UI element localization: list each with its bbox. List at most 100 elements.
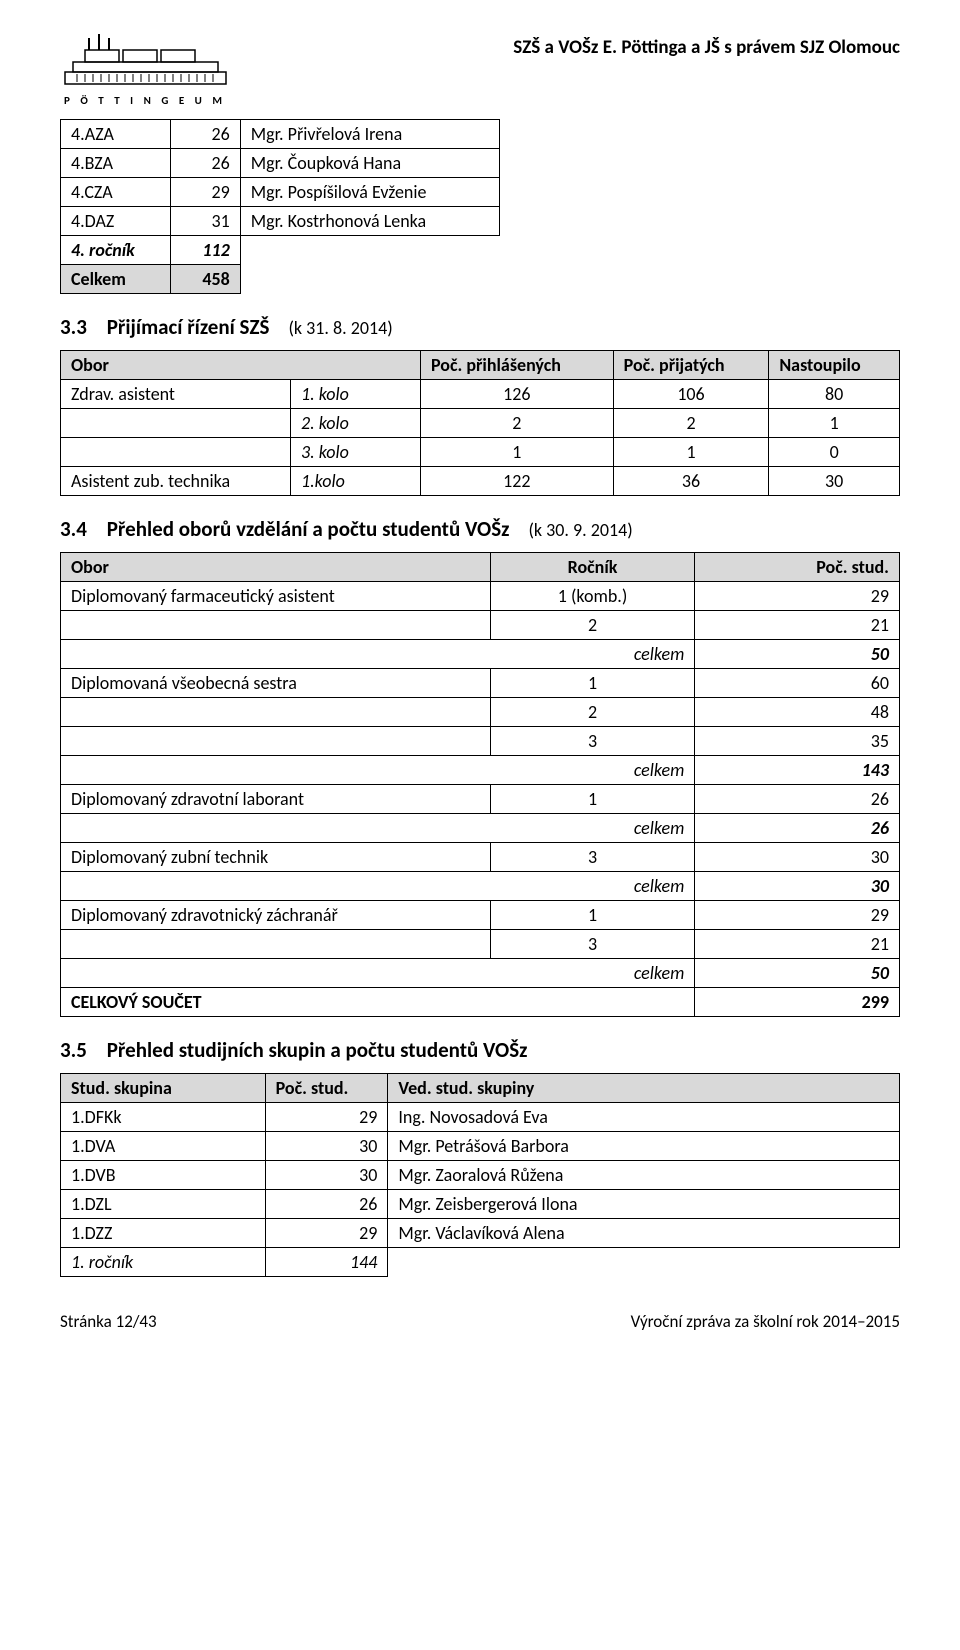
- table-row: Asistent zub. technika 1.kolo 122 36 30: [61, 467, 900, 496]
- admit-applied: 126: [421, 380, 614, 409]
- branch-year: 1 (komb.): [490, 582, 695, 611]
- table-row: 1.DFKk 29 Ing. Novosadová Eva: [61, 1103, 900, 1132]
- admit-applied: 1: [421, 438, 614, 467]
- class-code: 4.DAZ: [61, 207, 171, 236]
- group-code: 1.DVB: [61, 1161, 266, 1190]
- admit-branch: Asistent zub. technika: [61, 467, 291, 496]
- class-teacher: Mgr. Přivřelová Irena: [240, 120, 499, 149]
- admissions-header: Obor Poč. přihlášených Poč. přijatých Na…: [61, 351, 900, 380]
- branch-students: 26: [695, 785, 900, 814]
- class-teacher: Mgr. Čoupková Hana: [240, 149, 499, 178]
- table-row: 2. kolo 2 2 1: [61, 409, 900, 438]
- group-count: 30: [265, 1132, 388, 1161]
- branch-students: 30: [695, 843, 900, 872]
- subtotal-n: 112: [170, 236, 240, 265]
- institution-name: SZŠ a VOŠz E. Pöttinga a JŠ s právem SJZ…: [513, 30, 900, 59]
- class-teacher: Mgr. Pospíšilová Evženie: [240, 178, 499, 207]
- admit-enrolled: 80: [769, 380, 900, 409]
- group-code: 1.DFKk: [61, 1103, 266, 1132]
- branch-name: [61, 698, 491, 727]
- branch-name: Diplomovaný zdravotní laborant: [61, 785, 491, 814]
- page-number: Stránka 12/43: [60, 1311, 157, 1332]
- branch-year: 2: [490, 611, 695, 640]
- admit-applied: 122: [421, 467, 614, 496]
- table-row: 1.DVA 30 Mgr. Petrášová Barbora: [61, 1132, 900, 1161]
- groups-header: Stud. skupina Poč. stud. Ved. stud. skup…: [61, 1074, 900, 1103]
- table-row: 4.BZA 26 Mgr. Čoupková Hana: [61, 149, 500, 178]
- class-code: 4.AZA: [61, 120, 171, 149]
- branch-subtotal: celkem50: [61, 640, 900, 669]
- group-code: 1.DZL: [61, 1190, 266, 1219]
- group-leader: Mgr. Václavíková Alena: [388, 1219, 900, 1248]
- branch-year: 3: [490, 727, 695, 756]
- branch-subtotal: celkem143: [61, 756, 900, 785]
- page-header: P Ö T T I N G E U M SZŠ a VOŠz E. Pöttin…: [60, 30, 900, 107]
- table-row: Diplomovaný zdravotnický záchranář129: [61, 901, 900, 930]
- branches-total: CELKOVÝ SOUČET 299: [61, 988, 900, 1017]
- subtotal-label: 4. ročník: [61, 236, 171, 265]
- group-leader: Ing. Novosadová Eva: [388, 1103, 900, 1132]
- class-count: 29: [170, 178, 240, 207]
- table-row: Diplomovaný zubní technik330: [61, 843, 900, 872]
- admit-round: 1. kolo: [291, 380, 421, 409]
- branch-name: Diplomovaná všeobecná sestra: [61, 669, 491, 698]
- branch-year: 1: [490, 901, 695, 930]
- table-row: Zdrav. asistent 1. kolo 126 106 80: [61, 380, 900, 409]
- group-count: 26: [265, 1190, 388, 1219]
- branch-students: 29: [695, 901, 900, 930]
- table-row: 221: [61, 611, 900, 640]
- branch-students: 29: [695, 582, 900, 611]
- table-row: 3. kolo 1 1 0: [61, 438, 900, 467]
- class-count: 31: [170, 207, 240, 236]
- classes-total: Celkem 458: [61, 265, 500, 294]
- admit-round: 1.kolo: [291, 467, 421, 496]
- table-row: 321: [61, 930, 900, 959]
- branch-students: 21: [695, 611, 900, 640]
- table-row: Diplomovaný farmaceutický asistent1 (kom…: [61, 582, 900, 611]
- branch-name: Diplomovaný farmaceutický asistent: [61, 582, 491, 611]
- page-footer: Stránka 12/43 Výroční zpráva za školní r…: [60, 1311, 900, 1332]
- table-row: 1.DVB 30 Mgr. Zaoralová Růžena: [61, 1161, 900, 1190]
- group-leader: Mgr. Zeisbergerová Ilona: [388, 1190, 900, 1219]
- class-teacher: Mgr. Kostrhonová Lenka: [240, 207, 499, 236]
- section-3-3-heading: 3.3 Přijímací řízení SZŠ (k 31. 8. 2014): [60, 314, 900, 340]
- table-row: Diplomovaný zdravotní laborant126: [61, 785, 900, 814]
- branch-year: 2: [490, 698, 695, 727]
- admit-enrolled: 0: [769, 438, 900, 467]
- admit-round: 3. kolo: [291, 438, 421, 467]
- table-row: 4.DAZ 31 Mgr. Kostrhonová Lenka: [61, 207, 500, 236]
- groups-tbody: 1.DFKk 29 Ing. Novosadová Eva 1.DVA 30 M…: [61, 1103, 900, 1248]
- classes-tbody: 4.AZA 26 Mgr. Přivřelová Irena 4.BZA 26 …: [61, 120, 500, 236]
- admit-accepted: 106: [613, 380, 769, 409]
- branch-name: Diplomovaný zdravotnický záchranář: [61, 901, 491, 930]
- branch-year: 3: [490, 930, 695, 959]
- admit-applied: 2: [421, 409, 614, 438]
- class-count: 26: [170, 149, 240, 178]
- total-n: 458: [170, 265, 240, 294]
- group-count: 29: [265, 1103, 388, 1132]
- report-title: Výroční zpráva za školní rok 2014–2015: [631, 1311, 900, 1332]
- classes-table: 4.AZA 26 Mgr. Přivřelová Irena 4.BZA 26 …: [60, 119, 500, 294]
- section-3-4-heading: 3.4 Přehled oborů vzdělání a počtu stude…: [60, 516, 900, 542]
- admit-enrolled: 30: [769, 467, 900, 496]
- branch-name: [61, 727, 491, 756]
- section-3-5-heading: 3.5 Přehled studijních skupin a počtu st…: [60, 1037, 900, 1063]
- branch-name: Diplomovaný zubní technik: [61, 843, 491, 872]
- branch-students: 48: [695, 698, 900, 727]
- logo-caption: P Ö T T I N G E U M: [60, 94, 230, 107]
- admit-accepted: 2: [613, 409, 769, 438]
- groups-table: Stud. skupina Poč. stud. Ved. stud. skup…: [60, 1073, 900, 1277]
- table-row: 1.DZL 26 Mgr. Zeisbergerová Ilona: [61, 1190, 900, 1219]
- group-leader: Mgr. Petrášová Barbora: [388, 1132, 900, 1161]
- branch-students: 35: [695, 727, 900, 756]
- branch-name: [61, 611, 491, 640]
- table-row: 248: [61, 698, 900, 727]
- branch-name: [61, 930, 491, 959]
- branch-students: 21: [695, 930, 900, 959]
- groups-subtotal: 1. ročník 144: [61, 1248, 900, 1277]
- table-row: 1.DZZ 29 Mgr. Václavíková Alena: [61, 1219, 900, 1248]
- class-code: 4.CZA: [61, 178, 171, 207]
- admit-branch: [61, 438, 291, 467]
- branch-subtotal: celkem50: [61, 959, 900, 988]
- branch-subtotal: celkem26: [61, 814, 900, 843]
